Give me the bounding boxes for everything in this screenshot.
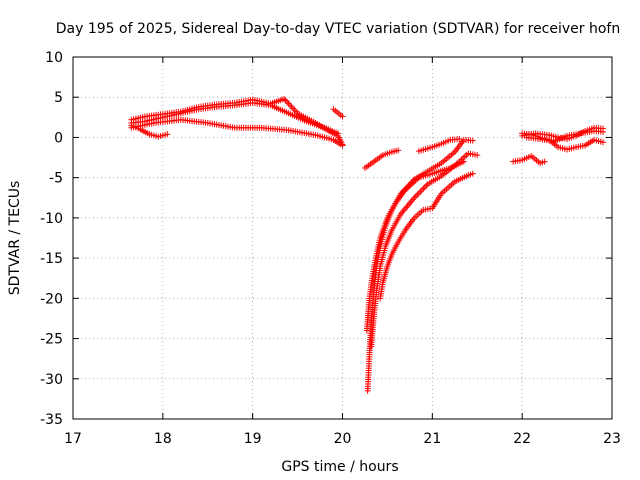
data-point — [456, 136, 463, 143]
data-point — [423, 182, 430, 189]
y-tick-label: -20 — [40, 291, 63, 307]
y-tick-label: -15 — [40, 251, 63, 267]
data-point — [395, 147, 402, 154]
y-axis-label: SDTVAR / TECUs — [7, 181, 23, 296]
data-point — [415, 190, 422, 197]
series-arc-i — [377, 170, 476, 302]
y-tick-label: 5 — [54, 90, 63, 106]
data-point — [335, 130, 342, 137]
series-arc-e — [330, 106, 346, 120]
data-point — [469, 137, 476, 144]
y-tick-label: -35 — [40, 412, 63, 428]
x-tick-label: 23 — [603, 431, 621, 447]
series-arc-j — [361, 147, 402, 172]
data-point — [469, 170, 476, 177]
x-tick-label: 19 — [244, 431, 262, 447]
chart-title: Day 195 of 2025, Sidereal Day-to-day VTE… — [56, 21, 620, 37]
y-tick-label: -25 — [40, 332, 63, 348]
plot-frame — [72, 56, 613, 420]
series-arc-l — [510, 152, 548, 167]
x-tick-label: 18 — [154, 431, 172, 447]
data-point — [339, 142, 346, 149]
series-arc-g — [368, 150, 481, 350]
series-arc-h — [363, 158, 467, 334]
y-tick-label: -30 — [40, 372, 63, 388]
data-point — [418, 187, 425, 194]
y-tick-label: 10 — [45, 50, 63, 66]
x-tick-label: 20 — [334, 431, 352, 447]
series-arc-d — [128, 116, 346, 149]
x-tick-label: 21 — [423, 431, 441, 447]
data-point — [421, 184, 428, 191]
series-arc-k — [415, 136, 463, 155]
data-point — [420, 185, 427, 192]
x-ticks: 17 18 19 20 21 22 23 — [64, 57, 621, 447]
x-tick-label: 22 — [513, 431, 531, 447]
data-point — [339, 113, 346, 120]
y-tick-label: 0 — [54, 130, 63, 146]
series-arc-c — [128, 99, 342, 137]
data-point — [600, 139, 607, 146]
data-point — [541, 158, 548, 165]
x-axis-label: GPS time / hours — [281, 459, 398, 475]
data-point — [414, 191, 421, 198]
data-point — [412, 193, 419, 200]
y-tick-label: -5 — [49, 171, 63, 187]
data-point — [474, 152, 481, 159]
series-arc-o — [523, 128, 607, 145]
data-point — [460, 158, 467, 165]
data-point — [600, 128, 607, 135]
y-tick-label: -10 — [40, 211, 63, 227]
plot-points — [128, 95, 607, 394]
data-point — [417, 188, 424, 195]
grid — [73, 57, 612, 419]
y-ticks: -35 -30 -25 -20 -15 -10 -5 0 5 10 — [40, 50, 612, 428]
data-point — [164, 131, 171, 138]
x-tick-label: 17 — [64, 431, 82, 447]
